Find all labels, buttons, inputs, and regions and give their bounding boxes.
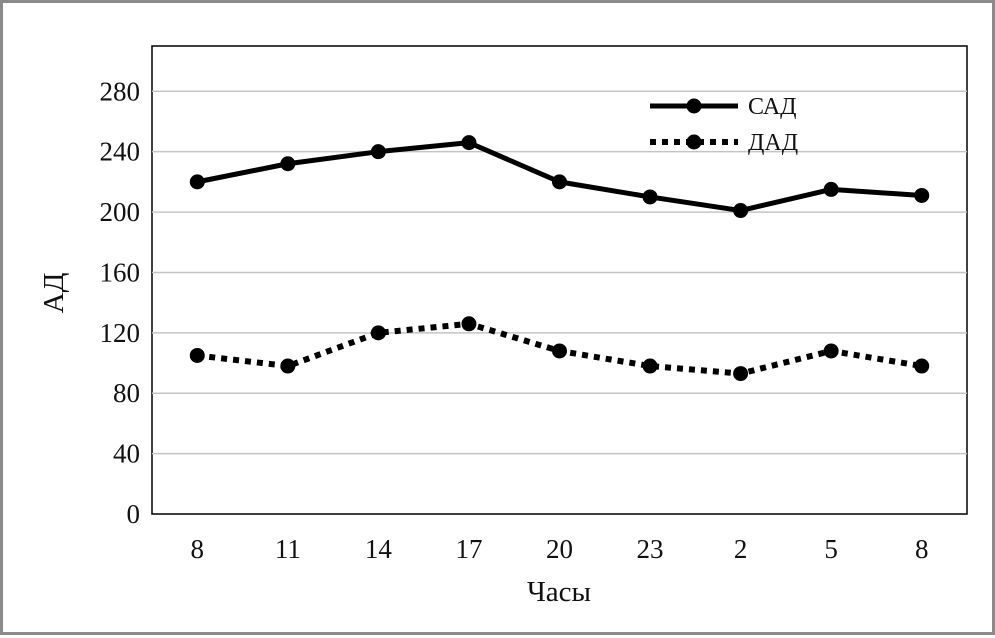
y-axis-ticks: 0 40 80 120 160 200 240 280 xyxy=(100,76,141,529)
data-point xyxy=(914,358,930,374)
legend-label: САД xyxy=(748,94,797,120)
gridlines xyxy=(152,90,967,455)
legend-label: ДАД xyxy=(748,130,798,156)
data-point xyxy=(370,325,386,341)
data-point xyxy=(733,203,749,219)
data-point xyxy=(733,366,749,382)
data-point xyxy=(461,316,477,332)
data-point xyxy=(914,187,930,203)
data-point xyxy=(280,156,296,172)
y-tick-label: 40 xyxy=(113,439,140,469)
legend-item: САД xyxy=(650,94,797,120)
data-point xyxy=(552,174,567,190)
data-point xyxy=(642,358,658,374)
x-tick-label: 23 xyxy=(637,534,664,564)
legend-swatch-marker xyxy=(686,134,702,150)
series-group xyxy=(189,135,930,382)
y-tick-label: 0 xyxy=(127,499,141,529)
data-point xyxy=(823,181,839,197)
data-point xyxy=(461,135,477,151)
x-axis-ticks: 8 11 14 17 20 23 2 5 8 xyxy=(191,534,929,564)
x-tick-label: 5 xyxy=(824,534,838,564)
y-tick-label: 280 xyxy=(100,76,141,106)
data-point xyxy=(189,174,205,190)
data-point xyxy=(280,358,296,374)
x-tick-label: 8 xyxy=(915,534,929,564)
y-tick-label: 160 xyxy=(100,257,141,287)
x-tick-label: 20 xyxy=(546,534,573,564)
x-tick-label: 17 xyxy=(455,534,482,564)
legend-swatch-marker xyxy=(686,98,702,114)
data-point xyxy=(552,343,567,359)
y-tick-label: 240 xyxy=(100,137,141,167)
series-2 xyxy=(189,316,930,382)
x-tick-label: 14 xyxy=(365,534,393,564)
line-chart: 0 40 80 120 160 200 240 280 8 11 14 17 20 23 2 5 8 САД Д… xyxy=(38,45,968,608)
y-tick-label: 120 xyxy=(100,318,141,348)
plot-area xyxy=(151,45,968,515)
data-point xyxy=(189,347,205,363)
legend-item: ДАД xyxy=(650,130,798,156)
x-tick-label: 2 xyxy=(734,534,748,564)
x-axis-title: Часы xyxy=(527,576,591,608)
x-tick-label: 11 xyxy=(275,534,301,564)
series-1 xyxy=(189,135,930,219)
y-axis-title: АД xyxy=(38,272,70,313)
y-tick-label: 200 xyxy=(100,197,141,227)
y-tick-label: 80 xyxy=(113,378,140,408)
data-point xyxy=(823,343,839,359)
x-tick-label: 8 xyxy=(191,534,205,564)
legend: САД ДАД xyxy=(650,94,798,156)
data-point xyxy=(370,144,386,160)
data-point xyxy=(642,189,658,205)
